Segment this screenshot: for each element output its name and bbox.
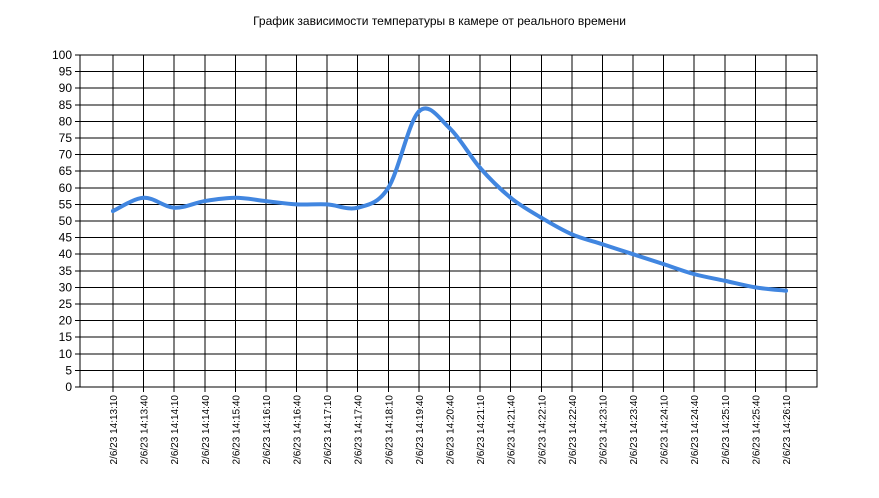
data-point-16 bbox=[600, 242, 605, 247]
data-point-19 bbox=[692, 272, 697, 277]
data-point-12 bbox=[478, 165, 483, 170]
data-point-10 bbox=[416, 109, 421, 114]
y-tick-label: 40 bbox=[59, 247, 73, 261]
data-point-3 bbox=[202, 199, 207, 204]
data-point-13 bbox=[508, 195, 513, 200]
data-point-5 bbox=[263, 199, 268, 204]
data-point-22 bbox=[784, 288, 788, 293]
data-point-14 bbox=[539, 215, 544, 220]
y-tick-label: 35 bbox=[59, 264, 73, 278]
data-point-1 bbox=[141, 195, 146, 200]
data-point-8 bbox=[355, 205, 360, 210]
x-tick-label: 2/6/23 14:17:40 bbox=[354, 395, 365, 465]
x-tick-label: 2/6/23 14:15:40 bbox=[231, 395, 242, 465]
data-point-11 bbox=[447, 126, 452, 131]
x-tick-label: 2/6/23 14:26:10 bbox=[782, 395, 793, 465]
x-tick-label: 2/6/23 14:23:10 bbox=[598, 395, 609, 465]
y-tick-label: 60 bbox=[59, 181, 73, 195]
y-axis-ticks: 0 5 10 15 20 25 30 35 40 45 50 55 60 65 70 75 80 85 90 95 10… bbox=[52, 48, 72, 394]
x-tick-label: 2/6/23 14:22:40 bbox=[568, 395, 579, 465]
data-point-0 bbox=[111, 209, 115, 214]
chart-title: График зависимости температуры в камере … bbox=[253, 14, 626, 28]
y-tick-label: 55 bbox=[59, 197, 73, 211]
x-tick-label: 2/6/23 14:14:40 bbox=[201, 395, 212, 465]
x-axis-ticks: 2/6/23 14:13:10 2/6/23 14:13:40 2/6/23 14:… bbox=[109, 395, 793, 465]
data-point-7 bbox=[325, 202, 330, 207]
data-point-2 bbox=[172, 205, 177, 210]
x-tick-label: 2/6/23 14:21:40 bbox=[507, 395, 518, 465]
y-tick-label: 70 bbox=[59, 148, 73, 162]
y-tick-label: 80 bbox=[59, 114, 73, 128]
x-tick-label: 2/6/23 14:24:40 bbox=[690, 395, 701, 465]
x-tick-label: 2/6/23 14:24:10 bbox=[660, 395, 671, 465]
x-tick-label: 2/6/23 14:19:40 bbox=[415, 395, 426, 465]
x-tick-label: 2/6/23 14:22:10 bbox=[537, 395, 548, 465]
x-tick-label: 2/6/23 14:17:10 bbox=[323, 395, 334, 465]
x-tick-label: 2/6/23 14:13:10 bbox=[109, 395, 120, 465]
y-tick-label: 20 bbox=[59, 314, 73, 328]
y-tick-label: 75 bbox=[59, 131, 73, 145]
y-tick-label: 0 bbox=[65, 380, 72, 394]
y-tick-label: 85 bbox=[59, 98, 73, 112]
x-tick-label: 2/6/23 14:23:40 bbox=[629, 395, 640, 465]
series bbox=[111, 106, 788, 293]
y-tick-label: 95 bbox=[59, 65, 73, 79]
data-point-17 bbox=[631, 252, 636, 257]
x-tick-label: 2/6/23 14:20:40 bbox=[446, 395, 457, 465]
data-point-6 bbox=[294, 202, 299, 207]
y-tick-label: 10 bbox=[59, 347, 73, 361]
x-tick-label: 2/6/23 14:25:40 bbox=[751, 395, 762, 465]
x-tick-label: 2/6/23 14:25:10 bbox=[721, 395, 732, 465]
y-tick-label: 5 bbox=[65, 363, 72, 377]
y-tick-label: 65 bbox=[59, 164, 73, 178]
data-point-18 bbox=[661, 262, 666, 267]
x-tick-label: 2/6/23 14:14:10 bbox=[170, 395, 181, 465]
x-tick-label: 2/6/23 14:16:10 bbox=[262, 395, 273, 465]
y-tick-label: 50 bbox=[59, 214, 73, 228]
data-point-9 bbox=[386, 185, 391, 190]
x-tick-label: 2/6/23 14:18:10 bbox=[384, 395, 395, 465]
y-tick-label: 45 bbox=[59, 231, 73, 245]
y-tick-label: 30 bbox=[59, 280, 73, 294]
y-tick-label: 90 bbox=[59, 81, 73, 95]
data-point-21 bbox=[753, 285, 758, 290]
plot-area-border bbox=[79, 54, 818, 388]
data-point-20 bbox=[722, 278, 727, 283]
y-tick-label: 15 bbox=[59, 330, 73, 344]
data-point-4 bbox=[233, 195, 238, 200]
x-tick-label: 2/6/23 14:13:40 bbox=[140, 395, 151, 465]
y-tick-label: 25 bbox=[59, 297, 73, 311]
data-point-15 bbox=[569, 232, 574, 237]
y-tick-label: 100 bbox=[52, 48, 72, 62]
x-tick-label: 2/6/23 14:21:10 bbox=[476, 395, 487, 465]
x-tick-label: 2/6/23 14:16:40 bbox=[293, 395, 304, 465]
grid bbox=[75, 54, 818, 392]
